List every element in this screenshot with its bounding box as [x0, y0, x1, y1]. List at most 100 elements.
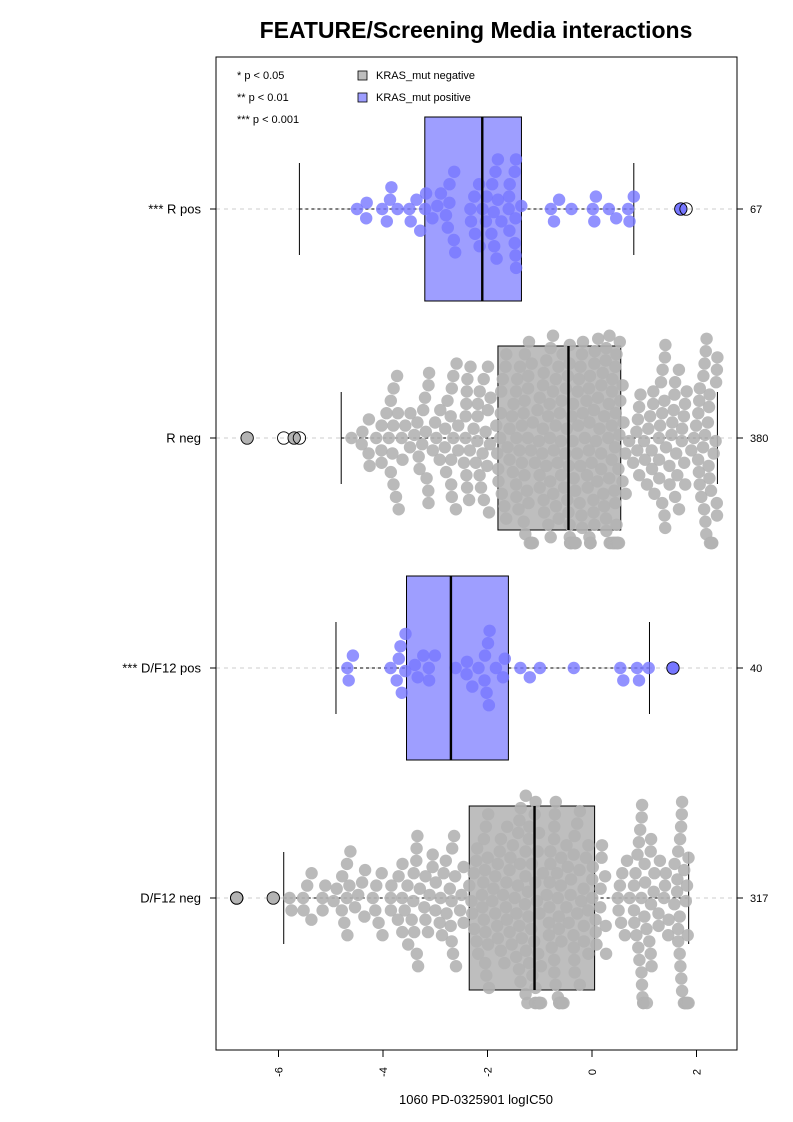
group-3-point-296: [674, 820, 688, 833]
group-1-point-30: [413, 462, 426, 476]
group-3-point-226: [586, 873, 599, 886]
group-3-point-36: [396, 891, 409, 905]
group-1-point-204: [572, 419, 585, 432]
group-3-point-54: [419, 870, 432, 883]
group-1-point-142: [532, 434, 546, 448]
group-1-point-348: [695, 490, 708, 504]
group-0-point-53: [544, 202, 558, 216]
group-1-point-372: [710, 496, 723, 510]
group-3-point-5: [305, 913, 318, 926]
group-3-point-70: [445, 935, 458, 948]
group-1-point-278: [612, 462, 625, 476]
group-3-point-250: [630, 929, 643, 942]
group-1-point-285: [617, 416, 630, 429]
group-1-point-234: [589, 434, 603, 448]
group-1-point-307: [652, 453, 666, 466]
group-0-point-0: [350, 202, 364, 216]
group-1-point-271: [610, 348, 623, 361]
group-1-point-283: [616, 475, 629, 488]
group-1-point-114: [513, 444, 526, 457]
group-0-point-25: [464, 215, 478, 228]
group-1-point-93: [494, 431, 507, 445]
group-1-point-353: [698, 428, 712, 442]
group-0-point-56: [565, 202, 578, 216]
group-3-point-94: [478, 863, 492, 877]
group-3-point-300: [675, 795, 689, 809]
group-1-point-124: [520, 484, 534, 497]
group-3-point-3: [297, 904, 310, 917]
group-1-point-309: [653, 419, 667, 432]
group-3-point-168: [534, 960, 548, 973]
group-3-point-255: [634, 823, 647, 836]
group-1-point-360: [702, 400, 716, 414]
group-3-point-116: [500, 876, 513, 889]
group-3-point-259: [635, 978, 649, 991]
group-0-point-3: [376, 202, 389, 216]
group-0-point-54: [547, 215, 561, 228]
group-3-point-79: [457, 860, 470, 874]
group-3-point-99: [481, 851, 494, 864]
group-3-point-68: [444, 919, 457, 933]
group-1-point-282: [614, 394, 627, 407]
group-3-point-60: [429, 876, 442, 889]
group-2-point-2: [346, 649, 360, 662]
group-2-point-23: [480, 686, 493, 699]
group-1-point-62: [459, 410, 472, 423]
group-1-point-53: [445, 490, 458, 504]
group-0-point-21: [447, 233, 460, 247]
group-3-point-187: [551, 891, 564, 905]
group-3-point-11: [330, 882, 343, 895]
group-1-point-280: [613, 428, 626, 442]
group-3-point-6: [305, 867, 318, 880]
group-1-point-160: [544, 531, 557, 544]
group-1-point-163: [547, 487, 560, 500]
group-1-point-242: [596, 366, 609, 380]
group-1-point-149: [537, 493, 550, 507]
group-3-point-105: [489, 907, 502, 920]
group-1-point-92: [492, 475, 505, 488]
group-1-point-110: [510, 431, 523, 445]
group-1-point-13: [384, 394, 397, 407]
group-3-point-87: [471, 842, 484, 855]
group-3-point-178: [545, 941, 558, 954]
group-1-point-113: [512, 503, 525, 516]
group-3-point-237: [599, 947, 613, 960]
group-1-point-18: [389, 490, 403, 504]
group-0-point-27: [468, 227, 482, 240]
group-3-point-122: [505, 938, 518, 951]
group-0-point-37: [489, 165, 502, 178]
group-3-point-210: [568, 829, 581, 843]
group-1-point-346: [693, 478, 706, 491]
group-3-point-308: [680, 879, 694, 892]
group-0-point-61: [610, 212, 623, 225]
group-3-point-274: [645, 960, 658, 973]
group-3-point-106: [489, 870, 502, 883]
group-3-point-20: [348, 901, 362, 914]
group-3-point-121: [504, 851, 517, 864]
group-3-point-241: [614, 916, 628, 929]
group-1-point-335: [678, 456, 691, 469]
group-2-count: 40: [750, 663, 762, 675]
group-3-point-235: [598, 870, 612, 883]
group-1-point-71: [467, 422, 480, 435]
group-3-point-53: [419, 913, 432, 926]
group-0-point-43: [502, 190, 516, 203]
group-3-point-30: [376, 929, 389, 942]
group-1-point-42: [430, 431, 443, 445]
group-1-point-34: [419, 425, 432, 438]
group-1-point-95: [495, 385, 508, 398]
group-3-point-24: [358, 863, 372, 877]
group-3-point-38: [396, 857, 409, 871]
group-3-point-189: [552, 910, 565, 923]
group-1-point-87: [483, 438, 497, 451]
group-3-point-127: [511, 879, 525, 892]
group-3-point-137: [519, 870, 532, 883]
group-3-point-216: [573, 805, 587, 818]
group-2-point-22: [478, 649, 492, 662]
group-1-point-74: [471, 410, 484, 423]
group-0-point-40: [491, 153, 505, 166]
group-1-point-268: [609, 496, 622, 510]
group-1-point-7: [375, 444, 388, 457]
group-1-point-129: [522, 335, 536, 349]
group-3-point-41: [402, 938, 415, 951]
